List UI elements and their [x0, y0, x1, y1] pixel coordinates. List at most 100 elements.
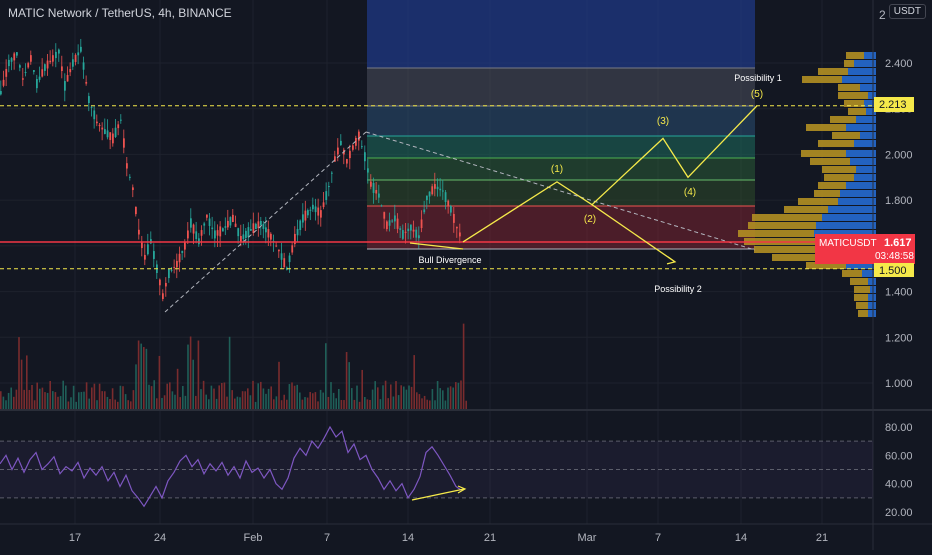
candle-body — [96, 121, 98, 124]
volume-profile-bar — [862, 270, 876, 277]
wave-label-4: (4) — [684, 187, 696, 198]
candle-body — [123, 138, 125, 148]
volume-profile-bar — [816, 222, 876, 229]
candle-body — [192, 224, 195, 234]
candle-body — [404, 231, 407, 233]
candle-body — [90, 106, 93, 108]
volume-bar — [410, 386, 413, 410]
candle-body — [431, 186, 434, 195]
volume-profile-bar — [868, 294, 876, 301]
volume-bar — [143, 347, 145, 410]
volume-bar — [91, 387, 93, 410]
candle-body — [112, 133, 114, 144]
candle-body — [153, 251, 155, 259]
volume-bar — [176, 368, 179, 410]
time-axis[interactable]: 17 24 Feb 7 14 21 Mar 7 14 21 — [69, 532, 828, 544]
candle-body — [415, 229, 418, 238]
price-tick-label: 1.000 — [885, 378, 913, 390]
volume-bar — [67, 401, 70, 410]
candle-body — [206, 214, 208, 218]
volume-bar — [421, 398, 423, 410]
time-tick-label: 14 — [402, 532, 414, 544]
candle-body — [410, 224, 412, 231]
volume-bar — [189, 336, 192, 410]
candle-body — [375, 190, 378, 194]
candle-body — [391, 220, 394, 222]
volume-bar — [213, 388, 215, 410]
volume-profile-bar — [848, 108, 866, 115]
volume-bar — [273, 399, 275, 410]
volume-bar — [374, 381, 376, 410]
volume-bar — [267, 388, 270, 410]
candle-body — [22, 78, 24, 80]
wave-label-1: (1) — [551, 164, 563, 175]
volume-bar — [111, 388, 114, 410]
candle-body — [450, 206, 452, 213]
candle-body — [8, 59, 10, 67]
volume-bar — [343, 400, 345, 410]
divergence-line-rsi[interactable] — [411, 488, 465, 501]
volume-bar — [85, 382, 88, 410]
projection-path-1[interactable] — [462, 105, 758, 243]
volume-bar — [106, 396, 109, 410]
candle-body — [331, 172, 333, 174]
wave-label-5: (5) — [751, 89, 763, 100]
volume-bar — [72, 385, 75, 410]
volume-bar — [306, 397, 309, 410]
candle-body — [135, 206, 137, 215]
candle-body — [328, 186, 330, 188]
time-tick-label: Mar — [578, 532, 597, 544]
candle-body — [278, 249, 280, 252]
candle-body — [88, 96, 90, 104]
candle-body — [309, 209, 312, 211]
volume-bar — [93, 383, 96, 410]
volume-profile-bar — [822, 166, 856, 173]
divergence-line-price[interactable] — [409, 242, 464, 250]
volume-bar — [41, 387, 44, 410]
trend-line-down[interactable] — [365, 131, 756, 251]
volume-bar — [361, 369, 363, 410]
volume-bar — [57, 396, 59, 410]
volume-bar — [262, 388, 265, 410]
volume-bar — [208, 399, 210, 410]
candle-body — [98, 124, 101, 127]
volume-bar — [312, 393, 314, 410]
trend-line-up[interactable] — [164, 131, 367, 313]
candle-body — [224, 226, 227, 228]
candle-body — [46, 60, 49, 69]
volume-bar — [241, 391, 244, 410]
volume-bar — [161, 397, 163, 410]
volume-bar — [353, 399, 356, 410]
volume-profile-bar — [856, 116, 876, 123]
chart-title[interactable]: MATIC Network / TetherUS, 4h, BINANCE — [8, 6, 232, 20]
volume-bar — [70, 397, 72, 410]
volume-bar — [358, 401, 361, 410]
candle-body — [280, 253, 283, 260]
rsi-line[interactable] — [0, 425, 463, 508]
currency-badge[interactable]: USDT — [888, 4, 926, 19]
volume-bar — [405, 389, 408, 410]
volume-bar — [23, 389, 25, 410]
candle-body — [314, 206, 317, 213]
candle-body — [358, 131, 360, 141]
volume-profile-bar — [818, 68, 848, 75]
volume-bar — [13, 396, 15, 410]
volume-bar — [247, 388, 249, 410]
projection-path-2[interactable] — [591, 204, 676, 263]
badge-level-high: 2.213 — [874, 97, 914, 112]
candle-body — [2, 79, 5, 86]
volume-bar — [338, 389, 340, 410]
volume-bar — [369, 399, 371, 410]
volume-bar — [65, 385, 67, 410]
candle-body — [420, 219, 423, 229]
volume-bar — [221, 382, 223, 410]
volume-bar — [351, 388, 353, 410]
rsi-tick-label: 80.00 — [885, 422, 913, 434]
rsi-axis[interactable]: 80.00 60.00 40.00 20.00 — [885, 422, 913, 519]
volume-profile-bar — [868, 302, 876, 309]
volume-bar — [371, 389, 374, 410]
symbol-label: MATICUSDT — [819, 238, 877, 249]
candle-body — [77, 52, 80, 56]
volume-profile-bar — [844, 100, 864, 107]
